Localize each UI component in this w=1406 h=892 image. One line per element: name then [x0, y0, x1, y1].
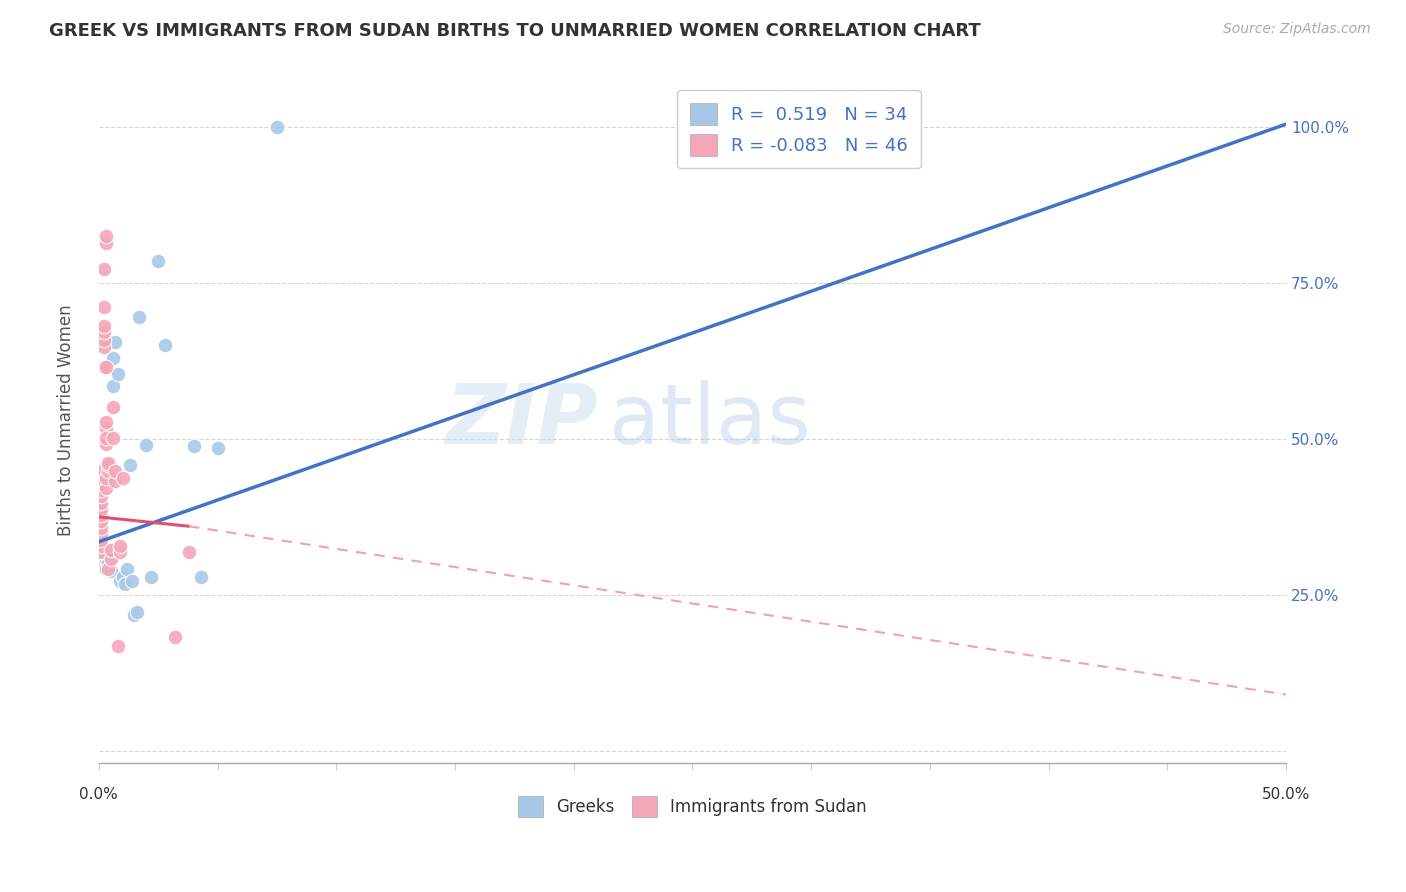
Point — [101, 400, 124, 414]
Point — [94, 360, 117, 375]
Point — [93, 559, 115, 574]
Text: 50.0%: 50.0% — [1261, 787, 1310, 802]
Point — [94, 547, 117, 561]
Point — [107, 639, 129, 653]
Point — [139, 570, 162, 584]
Point — [101, 431, 124, 445]
Point — [90, 520, 112, 534]
Point — [94, 229, 117, 244]
Point — [94, 561, 117, 575]
Point — [118, 458, 141, 472]
Legend: Greeks, Immigrants from Sudan: Greeks, Immigrants from Sudan — [512, 789, 873, 823]
Point — [111, 470, 134, 484]
Point — [93, 340, 115, 354]
Point — [93, 325, 115, 339]
Point — [90, 544, 112, 558]
Point — [94, 551, 117, 566]
Point — [100, 564, 122, 578]
Point — [90, 501, 112, 516]
Point — [93, 360, 115, 375]
Text: ZIP: ZIP — [444, 380, 598, 461]
Point — [90, 470, 112, 484]
Point — [90, 539, 112, 553]
Point — [94, 481, 117, 495]
Point — [94, 470, 117, 484]
Point — [100, 551, 122, 566]
Point — [108, 545, 131, 559]
Point — [101, 379, 124, 393]
Text: atlas: atlas — [609, 380, 811, 461]
Point — [183, 440, 205, 454]
Point — [90, 508, 112, 522]
Point — [97, 473, 120, 487]
Point — [90, 464, 112, 478]
Point — [104, 475, 127, 489]
Point — [94, 431, 117, 445]
Point — [90, 533, 112, 547]
Point — [90, 553, 112, 567]
Point — [125, 605, 148, 619]
Point — [108, 539, 131, 553]
Point — [93, 334, 115, 348]
Point — [104, 464, 127, 478]
Point — [97, 458, 120, 472]
Point — [97, 561, 120, 575]
Point — [100, 543, 122, 558]
Point — [163, 630, 186, 644]
Point — [93, 262, 115, 277]
Text: GREEK VS IMMIGRANTS FROM SUDAN BIRTHS TO UNMARRIED WOMEN CORRELATION CHART: GREEK VS IMMIGRANTS FROM SUDAN BIRTHS TO… — [49, 22, 981, 40]
Text: 0.0%: 0.0% — [79, 787, 118, 802]
Point — [128, 310, 150, 325]
Point — [135, 438, 157, 452]
Point — [266, 120, 288, 135]
Point — [177, 545, 200, 559]
Point — [93, 300, 115, 314]
Point — [90, 476, 112, 491]
Point — [90, 526, 112, 541]
Point — [90, 514, 112, 528]
Point — [107, 367, 129, 381]
Point — [155, 338, 177, 352]
Point — [190, 570, 212, 584]
Point — [114, 576, 136, 591]
Point — [104, 335, 127, 350]
Point — [97, 464, 120, 478]
Text: Source: ZipAtlas.com: Source: ZipAtlas.com — [1223, 22, 1371, 37]
Point — [111, 570, 134, 584]
Point — [93, 551, 115, 566]
Point — [90, 489, 112, 503]
Point — [207, 442, 229, 456]
Point — [90, 547, 112, 561]
Point — [94, 235, 117, 250]
Point — [97, 556, 120, 570]
Point — [146, 254, 169, 268]
Point — [97, 456, 120, 470]
Point — [100, 467, 122, 481]
Y-axis label: Births to Unmarried Women: Births to Unmarried Women — [58, 304, 75, 536]
Point — [117, 561, 139, 575]
Point — [90, 495, 112, 509]
Point — [108, 574, 131, 588]
Point — [121, 574, 143, 588]
Point — [93, 318, 115, 333]
Point — [94, 437, 117, 451]
Point — [101, 351, 124, 365]
Point — [94, 415, 117, 429]
Point — [94, 421, 117, 435]
Point — [90, 483, 112, 497]
Point — [90, 545, 112, 559]
Point — [124, 607, 146, 622]
Point — [111, 570, 134, 584]
